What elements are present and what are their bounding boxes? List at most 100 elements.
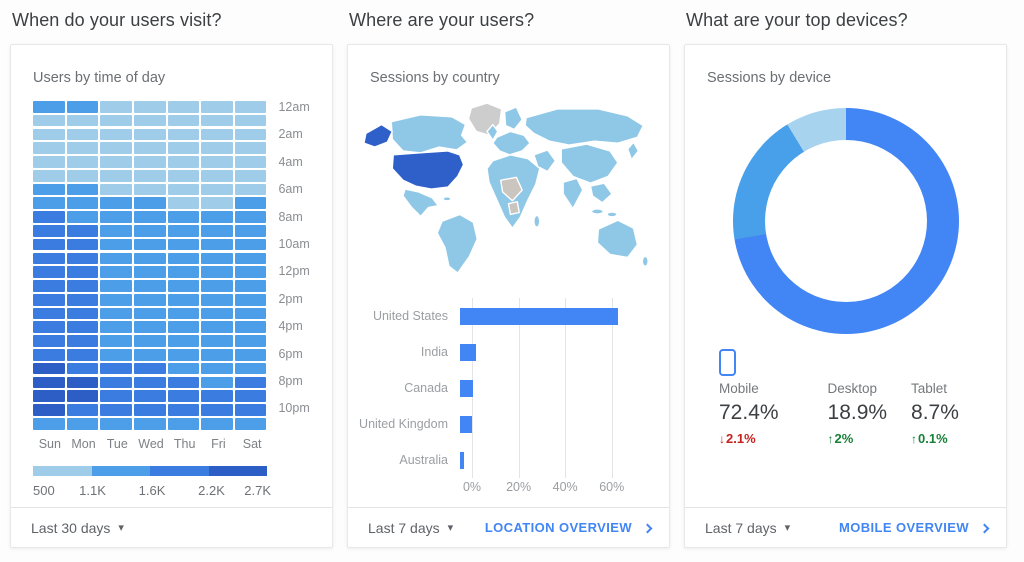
heatmap-cell[interactable] — [234, 266, 267, 278]
heatmap-cell[interactable] — [167, 376, 200, 389]
heatmap-cell[interactable] — [33, 293, 65, 306]
country-bar[interactable] — [460, 379, 473, 397]
heatmap-cell[interactable] — [100, 307, 132, 320]
heatmap-cell[interactable] — [33, 362, 65, 375]
heatmap-cell[interactable] — [100, 335, 132, 347]
heatmap-cell[interactable] — [201, 390, 233, 403]
heatmap-cell[interactable] — [66, 417, 99, 430]
heatmap-cell[interactable] — [66, 321, 99, 334]
heatmap-cell[interactable] — [66, 307, 99, 320]
heatmap-cell[interactable] — [100, 238, 132, 251]
heatmap-cell[interactable] — [100, 142, 132, 154]
heatmap-cell[interactable] — [66, 252, 99, 265]
heatmap-cell[interactable] — [234, 307, 267, 320]
heatmap-cell[interactable] — [33, 335, 65, 347]
heatmap-cell[interactable] — [167, 252, 200, 265]
heatmap-cell[interactable] — [66, 114, 99, 127]
heatmap-cell[interactable] — [201, 101, 233, 113]
heatmap-cell[interactable] — [167, 114, 200, 127]
heatmap-cell[interactable] — [100, 362, 132, 375]
heatmap-cell[interactable] — [33, 142, 65, 154]
heatmap-cell[interactable] — [100, 211, 132, 223]
heatmap-cell[interactable] — [66, 362, 99, 375]
heatmap-cell[interactable] — [66, 335, 99, 347]
heatmap-cell[interactable] — [234, 390, 267, 403]
heatmap-cell[interactable] — [133, 252, 166, 265]
heatmap-cell[interactable] — [133, 142, 166, 154]
heatmap-cell[interactable] — [234, 183, 267, 196]
heatmap-cell[interactable] — [167, 349, 200, 361]
heatmap-cell[interactable] — [234, 349, 267, 361]
heatmap-cell[interactable] — [201, 321, 233, 334]
heatmap-cell[interactable] — [201, 349, 233, 361]
heatmap-cell[interactable] — [100, 417, 132, 430]
heatmap-cell[interactable] — [33, 224, 65, 237]
heatmap-cell[interactable] — [133, 183, 166, 196]
heatmap-cell[interactable] — [234, 252, 267, 265]
heatmap-cell[interactable] — [201, 293, 233, 306]
heatmap-cell[interactable] — [33, 417, 65, 430]
heatmap-cell[interactable] — [133, 101, 166, 113]
heatmap-cell[interactable] — [33, 404, 65, 416]
heatmap-cell[interactable] — [201, 335, 233, 347]
heatmap-cell[interactable] — [100, 156, 132, 168]
heatmap-cell[interactable] — [167, 128, 200, 141]
heatmap-cell[interactable] — [201, 169, 233, 182]
heatmap-cell[interactable] — [234, 335, 267, 347]
heatmap-cell[interactable] — [167, 183, 200, 196]
heatmap-cell[interactable] — [234, 293, 267, 306]
heatmap-cell[interactable] — [234, 238, 267, 251]
country-bar[interactable] — [460, 451, 465, 469]
heatmap-cell[interactable] — [66, 390, 99, 403]
heatmap-cell[interactable] — [66, 224, 99, 237]
heatmap-cell[interactable] — [234, 211, 267, 223]
heatmap-cell[interactable] — [201, 128, 233, 141]
heatmap-cell[interactable] — [201, 197, 233, 210]
heatmap-cell[interactable] — [100, 390, 132, 403]
heatmap-cell[interactable] — [167, 142, 200, 154]
heatmap-cell[interactable] — [201, 376, 233, 389]
heatmap-cell[interactable] — [234, 376, 267, 389]
heatmap-cell[interactable] — [167, 321, 200, 334]
heatmap-cell[interactable] — [100, 404, 132, 416]
heatmap-cell[interactable] — [201, 183, 233, 196]
heatmap-cell[interactable] — [234, 142, 267, 154]
heatmap-cell[interactable] — [201, 211, 233, 223]
heatmap-cell[interactable] — [167, 404, 200, 416]
heatmap-cell[interactable] — [33, 321, 65, 334]
heatmap-cell[interactable] — [167, 197, 200, 210]
heatmap-cell[interactable] — [66, 376, 99, 389]
heatmap-cell[interactable] — [100, 293, 132, 306]
heatmap-cell[interactable] — [167, 101, 200, 113]
mobile-overview-link[interactable]: MOBILE OVERVIEW — [839, 520, 990, 535]
heatmap-cell[interactable] — [201, 238, 233, 251]
heatmap-cell[interactable] — [66, 238, 99, 251]
heatmap-cell[interactable] — [33, 101, 65, 113]
date-range-selector[interactable]: Last 7 days ▾ — [705, 520, 790, 536]
heatmap-cell[interactable] — [234, 404, 267, 416]
heatmap-cell[interactable] — [167, 266, 200, 278]
heatmap-cell[interactable] — [133, 266, 166, 278]
heatmap-cell[interactable] — [234, 101, 267, 113]
heatmap-cell[interactable] — [100, 128, 132, 141]
heatmap-cell[interactable] — [234, 321, 267, 334]
heatmap-cell[interactable] — [33, 349, 65, 361]
heatmap-cell[interactable] — [133, 321, 166, 334]
heatmap-cell[interactable] — [100, 183, 132, 196]
heatmap-cell[interactable] — [234, 362, 267, 375]
heatmap-cell[interactable] — [100, 266, 132, 278]
heatmap-cell[interactable] — [133, 114, 166, 127]
heatmap-cell[interactable] — [167, 224, 200, 237]
heatmap-cell[interactable] — [201, 252, 233, 265]
heatmap-cell[interactable] — [33, 211, 65, 223]
heatmap-cell[interactable] — [33, 266, 65, 278]
heatmap-cell[interactable] — [33, 169, 65, 182]
heatmap-cell[interactable] — [133, 335, 166, 347]
heatmap-cell[interactable] — [100, 280, 132, 292]
heatmap-cell[interactable] — [66, 404, 99, 416]
heatmap-cell[interactable] — [66, 197, 99, 210]
heatmap-cell[interactable] — [133, 307, 166, 320]
heatmap-cell[interactable] — [66, 142, 99, 154]
country-bar[interactable] — [460, 307, 618, 325]
heatmap-cell[interactable] — [167, 169, 200, 182]
